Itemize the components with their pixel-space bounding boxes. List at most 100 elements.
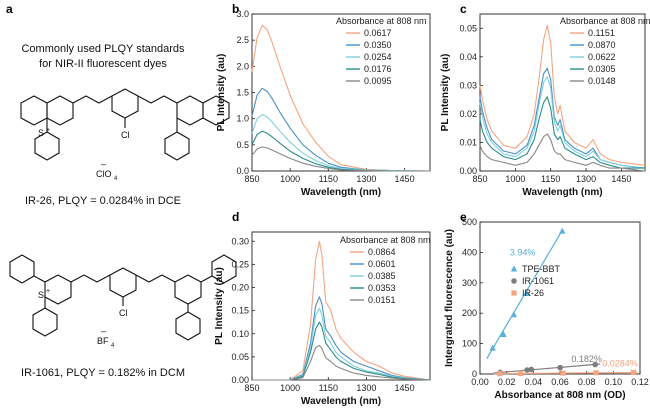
x-tick-label: 1300 [576,174,596,184]
panel-c-chart: c 850 1000 1150 1300 1450 0.00 0.01 0.02 0.03 0.04… [440,2,650,198]
legend: Absorbance at 808 nm 0.0617 0.0350 0.0254 0.… [336,16,427,86]
data-point-IR-26 [630,369,637,376]
legend-title: Absorbance at 808 nm [560,16,650,26]
x-tick-label: 1300 [356,174,376,184]
right-phenyl-ring [164,131,190,161]
plot-frame [479,221,641,375]
legend-marker [510,265,518,272]
left-methine-chain [70,274,111,283]
panel-letter-d: d [232,210,239,224]
panel-e-chart: e 0.00 0.02 0.04 0.06 0.08 0.10 0.12 0 100 200 300 4… [444,210,649,401]
panel-letter-b: b [232,2,239,16]
right-top-phenyl-ring [211,254,237,284]
data-point-IR-1061 [528,366,535,373]
series-line-0.0622 [479,76,646,169]
panel-a: a Commonly used PLQY standards for NIR-I… [6,2,237,379]
series-line-0.0864 [252,240,431,381]
cyclohexene-ring [111,88,139,119]
legend-entry: 0.0148 [588,76,616,86]
panel-b-chart: b 850 1000 1150 1300 1450 0.0 0.5 1.0 1.5 2.0 2.5 3.… [216,2,431,198]
ir26-structure [20,88,230,161]
x-tick-label: 1300 [356,383,376,393]
y-tick-label: 0.00 [459,166,477,176]
y-tick-label: 0.03 [459,80,477,90]
plot-frame [479,13,646,172]
y-tick-label: 400 [462,247,477,257]
right-thiopyran-ring [176,95,204,126]
legend-entry: IR-26 [522,288,544,298]
y-tick-label: 0.20 [231,283,249,293]
y-tick-label: 1.5 [236,88,249,98]
ir1061-chlorine-atom: Cl [119,308,128,318]
legend-marker [511,278,517,284]
cyclohexene-ring [109,267,137,298]
x-tick-label: 1450 [395,383,415,393]
x-axis-label: Wavelength (nm) [301,396,381,407]
x-tick-label: 0.06 [551,377,569,387]
y-tick-label: 0.25 [231,259,249,269]
x-axis-label: Absorbance at 808 nm (OD) [494,390,625,401]
ir26-caption: IR-26, PLQY = 0.0284% in DCE [25,195,181,207]
data-point-TPE-BBT [559,227,566,234]
data-point-TPE-BBT [510,311,518,318]
legend-entry: 0.0870 [588,40,616,50]
x-tick-label: 1000 [505,174,525,184]
legend-entry: 0.0385 [368,271,396,281]
data-point-IR-1061 [557,364,563,371]
x-tick-label: 850 [244,174,259,184]
data-point-IR-1061 [592,361,598,368]
y-tick-label: 0.5 [236,140,249,150]
legend-entry: 0.0864 [368,247,396,257]
y-tick-label: 0.30 [231,236,249,246]
y-tick-label: 2.5 [236,35,249,45]
plot-frame [251,13,431,172]
x-tick-label: 1000 [280,383,300,393]
ir1061-anion-minus: – [101,326,106,336]
x-tick-label: 0.04 [525,377,543,387]
plot-frame [251,231,431,381]
y-tick-label: 300 [462,278,477,288]
left-bottom-phenyl-ring [32,307,58,337]
standards-heading-line1: Commonly used PLQY standards [21,43,185,55]
ir26-anion-minus: – [101,159,106,169]
y-tick-label: 0.0 [236,166,249,176]
y-tick-label: 1.0 [236,114,249,124]
legend-entry: 0.1151 [588,28,615,38]
fit-line-IR-1061 [493,363,601,374]
legend: Absorbance at 808 nm 0.1151 0.0870 0.0622 0.… [560,16,650,86]
slope-annotation-IR-26: 0.0284% [602,358,638,368]
legend-title: Absorbance at 808 nm [336,16,427,26]
ir1061-structure [9,254,237,341]
x-tick-label: 850 [244,383,259,393]
ir1061-anion: BF [97,336,109,346]
y-tick-label: 100 [462,339,477,349]
slope-annotation-IR-1061: 0.182% [571,354,602,364]
series-line-0.0305 [479,96,645,169]
left-top-phenyl-ring [9,254,35,284]
series-line-0.0601 [252,296,431,381]
y-tick-label: 0.04 [459,52,477,62]
left-methine-chain [72,95,113,104]
x-tick-label: 1150 [319,383,338,393]
x-tick-label: 0.12 [631,377,649,387]
data-point-IR-26 [593,370,599,376]
standards-heading-line2: for NIR-II fluorescent dyes [39,58,167,70]
series-line-0.0870 [479,67,646,169]
y-tick-label: 0.01 [459,137,477,147]
right-benzo-ring [202,95,230,126]
y-tick-label: 2.0 [236,61,249,71]
data-point-IR-26 [560,370,566,376]
ir26-chlorine-atom: Cl [121,130,130,140]
legend-entry: 0.0601 [368,259,396,269]
y-tick-label: 0.10 [231,329,249,339]
series-line-0.0254 [251,113,431,172]
panel-letter-a: a [6,2,13,16]
legend-title: Absorbance at 808 nm [340,235,431,245]
y-axis-label: Intergrated fluorescence (au) [444,229,455,367]
slope-annotation-TPE-BBT: 3.94% [510,247,536,257]
legend-entry: 0.0151 [368,295,396,305]
right-methine-chain [137,95,178,104]
legend-entry: 0.0622 [588,52,616,62]
data-point-IR-1061 [524,367,530,373]
